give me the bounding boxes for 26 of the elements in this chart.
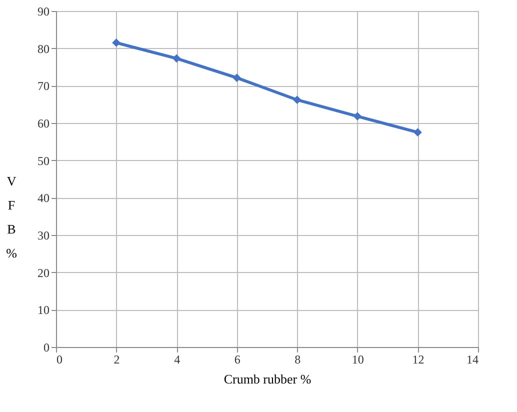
x-tick-label: 2 [114, 352, 120, 366]
point [353, 112, 362, 120]
x-tick-label: 14 [466, 352, 478, 366]
y-tick-label: 0 [44, 340, 50, 354]
x-tick-label: 0 [56, 352, 62, 366]
point [112, 38, 120, 47]
x-axis-title: Crumb rubber % [224, 372, 312, 386]
point [292, 96, 302, 104]
x-tick-label: 4 [174, 352, 180, 366]
y-tick-label: 30 [38, 228, 50, 242]
point [414, 128, 422, 137]
y-tick-label: 80 [38, 42, 50, 56]
x-tick-label: 10 [352, 352, 364, 366]
y-axis-title: VFB % [6, 174, 18, 260]
y-tick-label: 10 [38, 303, 50, 318]
y-tick-label: 70 [38, 79, 50, 94]
x-tick-label: 12 [412, 352, 424, 366]
y-tick-label: 20 [38, 266, 50, 280]
x-tick-label: 8 [294, 352, 301, 366]
y-tick-label: 90 [38, 4, 50, 18]
x-tick-label: 6 [234, 352, 240, 366]
point [172, 54, 181, 63]
y-tick-label: 60 [38, 116, 50, 130]
y-tick-label: 40 [38, 191, 50, 206]
y-tick-label: 50 [38, 154, 50, 168]
point [232, 74, 242, 82]
